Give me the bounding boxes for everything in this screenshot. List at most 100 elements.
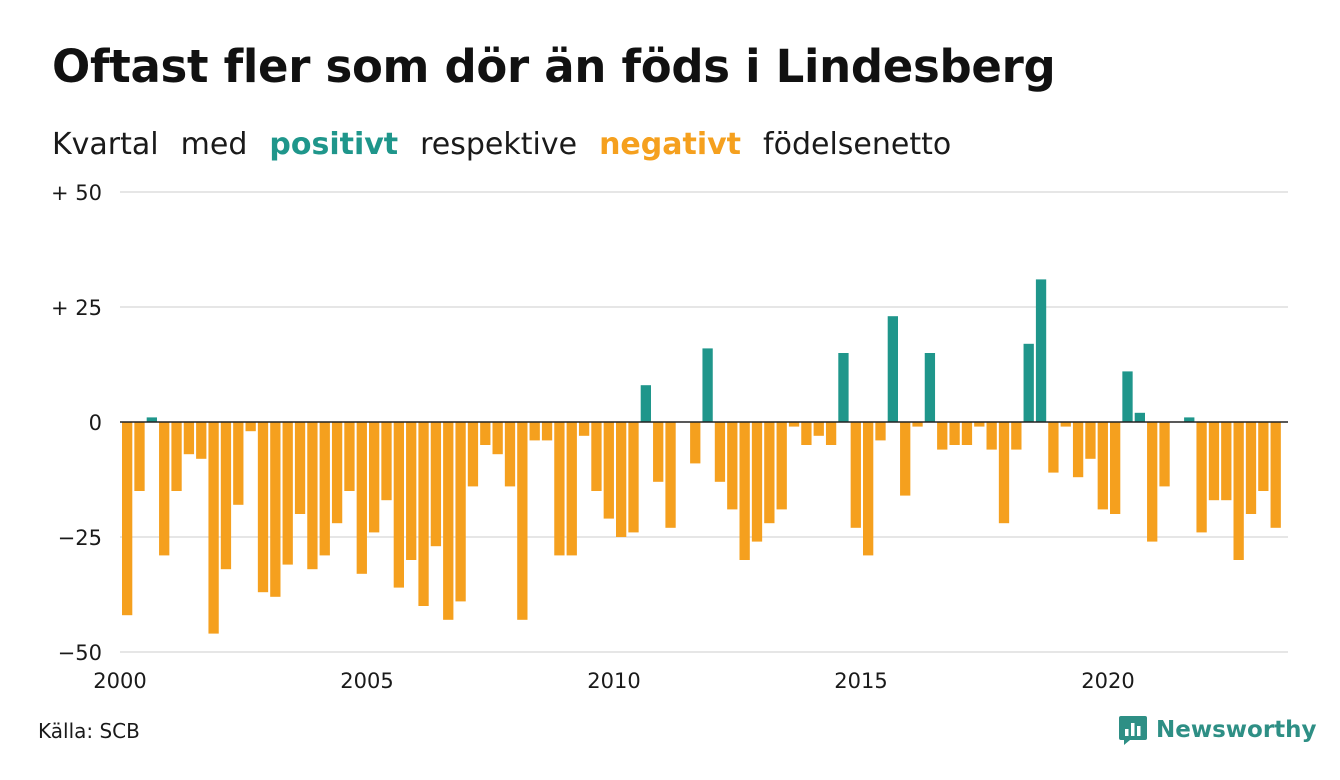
bar <box>727 422 738 510</box>
source-note: Källa: SCB <box>38 719 140 743</box>
bar <box>455 422 466 602</box>
bar <box>406 422 417 560</box>
bar <box>1110 422 1121 514</box>
bar <box>1159 422 1170 487</box>
bar <box>257 422 269 593</box>
bar <box>480 422 491 445</box>
bar <box>146 417 157 422</box>
bar <box>578 422 590 436</box>
bar <box>739 422 750 560</box>
bar <box>566 422 577 556</box>
bar <box>986 422 997 450</box>
bar <box>949 422 960 445</box>
bar <box>690 422 701 464</box>
bar-chart: + 50 + 25 0 −25 −50 2000 2005 2010 2015 2020 <box>51 181 1288 693</box>
bar <box>369 422 380 533</box>
bar <box>1011 422 1022 450</box>
bar <box>1122 371 1133 422</box>
bar <box>529 422 540 441</box>
bar <box>245 422 256 432</box>
bar <box>122 422 133 616</box>
bar <box>912 422 923 427</box>
bar <box>1196 422 1207 533</box>
bar <box>640 385 651 422</box>
bar <box>591 422 602 491</box>
bar <box>776 422 787 510</box>
y-tick-label: 0 <box>89 411 102 435</box>
bar <box>307 422 318 570</box>
bar <box>961 422 973 445</box>
bar <box>504 422 516 487</box>
bar <box>208 422 219 634</box>
bar <box>863 422 874 556</box>
bar <box>492 422 503 455</box>
bar <box>344 422 355 491</box>
bar <box>1072 422 1084 478</box>
bar <box>171 422 182 491</box>
bar <box>1147 422 1158 542</box>
bar <box>356 422 367 574</box>
bar <box>1245 422 1257 514</box>
bar <box>924 353 936 422</box>
bar <box>825 422 837 445</box>
bar <box>319 422 330 556</box>
bar <box>517 422 528 620</box>
y-tick-label: −50 <box>58 641 102 665</box>
brand-name: Newsworthy <box>1156 717 1317 743</box>
bar <box>850 422 861 528</box>
bar <box>1233 422 1244 560</box>
y-axis-ticks: + 50 + 25 0 −25 −50 <box>51 181 102 665</box>
bar <box>159 422 170 556</box>
x-tick-label: 2005 <box>340 669 393 693</box>
chart-title: Oftast fler som dör än föds i Lindesberg <box>52 40 1056 93</box>
bar <box>233 422 244 505</box>
bar <box>1085 422 1096 459</box>
subtitle-word-respektive: respektive <box>420 127 578 162</box>
bar <box>875 422 886 441</box>
bar <box>183 422 195 455</box>
bar <box>270 422 281 597</box>
bar <box>1258 422 1269 491</box>
bar <box>1023 343 1034 422</box>
x-tick-label: 2020 <box>1081 669 1134 693</box>
bar <box>1048 422 1059 473</box>
bar <box>554 422 565 556</box>
bar <box>838 353 849 422</box>
x-tick-label: 2015 <box>834 669 887 693</box>
bar <box>1097 422 1108 510</box>
bar <box>282 422 293 565</box>
bar <box>134 422 145 491</box>
bar <box>751 422 763 542</box>
bar-chart-speech-icon <box>1119 716 1147 745</box>
bar <box>1270 422 1281 528</box>
x-axis-ticks: 2000 2005 2010 2015 2020 <box>93 669 1134 693</box>
bar <box>714 422 726 482</box>
bar <box>541 422 553 441</box>
bar <box>813 422 824 436</box>
subtitle-positive-label: positivt <box>269 127 399 162</box>
bar <box>1060 422 1071 427</box>
bar <box>443 422 454 620</box>
bar <box>801 422 812 445</box>
bar <box>702 348 713 422</box>
bar <box>1184 417 1195 422</box>
bar <box>974 422 985 427</box>
brand-logo: Newsworthy <box>1118 714 1317 746</box>
bar <box>381 422 392 501</box>
bar <box>788 422 800 427</box>
y-tick-label: −25 <box>58 526 102 550</box>
bar <box>1208 422 1220 501</box>
x-tick-label: 2000 <box>93 669 146 693</box>
subtitle-negative-label: negativt <box>599 127 742 162</box>
bar <box>616 422 627 537</box>
bar <box>603 422 614 519</box>
bar <box>430 422 442 547</box>
bar <box>1221 422 1232 501</box>
bar <box>653 422 664 482</box>
bar <box>393 422 404 588</box>
subtitle-word-kvartal: Kvartal <box>52 127 159 162</box>
bar <box>887 316 898 422</box>
bar <box>294 422 306 514</box>
bar <box>1035 279 1047 422</box>
bar <box>467 422 479 487</box>
